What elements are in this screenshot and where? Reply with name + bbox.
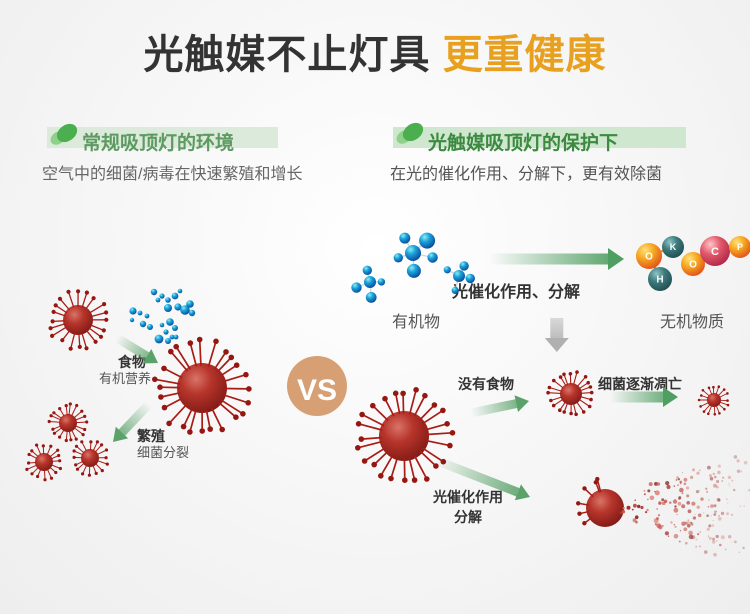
svg-text:K: K (670, 242, 677, 252)
svg-text:P: P (737, 242, 743, 252)
svg-text:VS: VS (297, 374, 337, 407)
svg-text:O: O (689, 260, 697, 271)
svg-text:H: H (656, 275, 663, 286)
svg-text:O: O (645, 252, 653, 263)
svg-text:C: C (711, 246, 719, 258)
